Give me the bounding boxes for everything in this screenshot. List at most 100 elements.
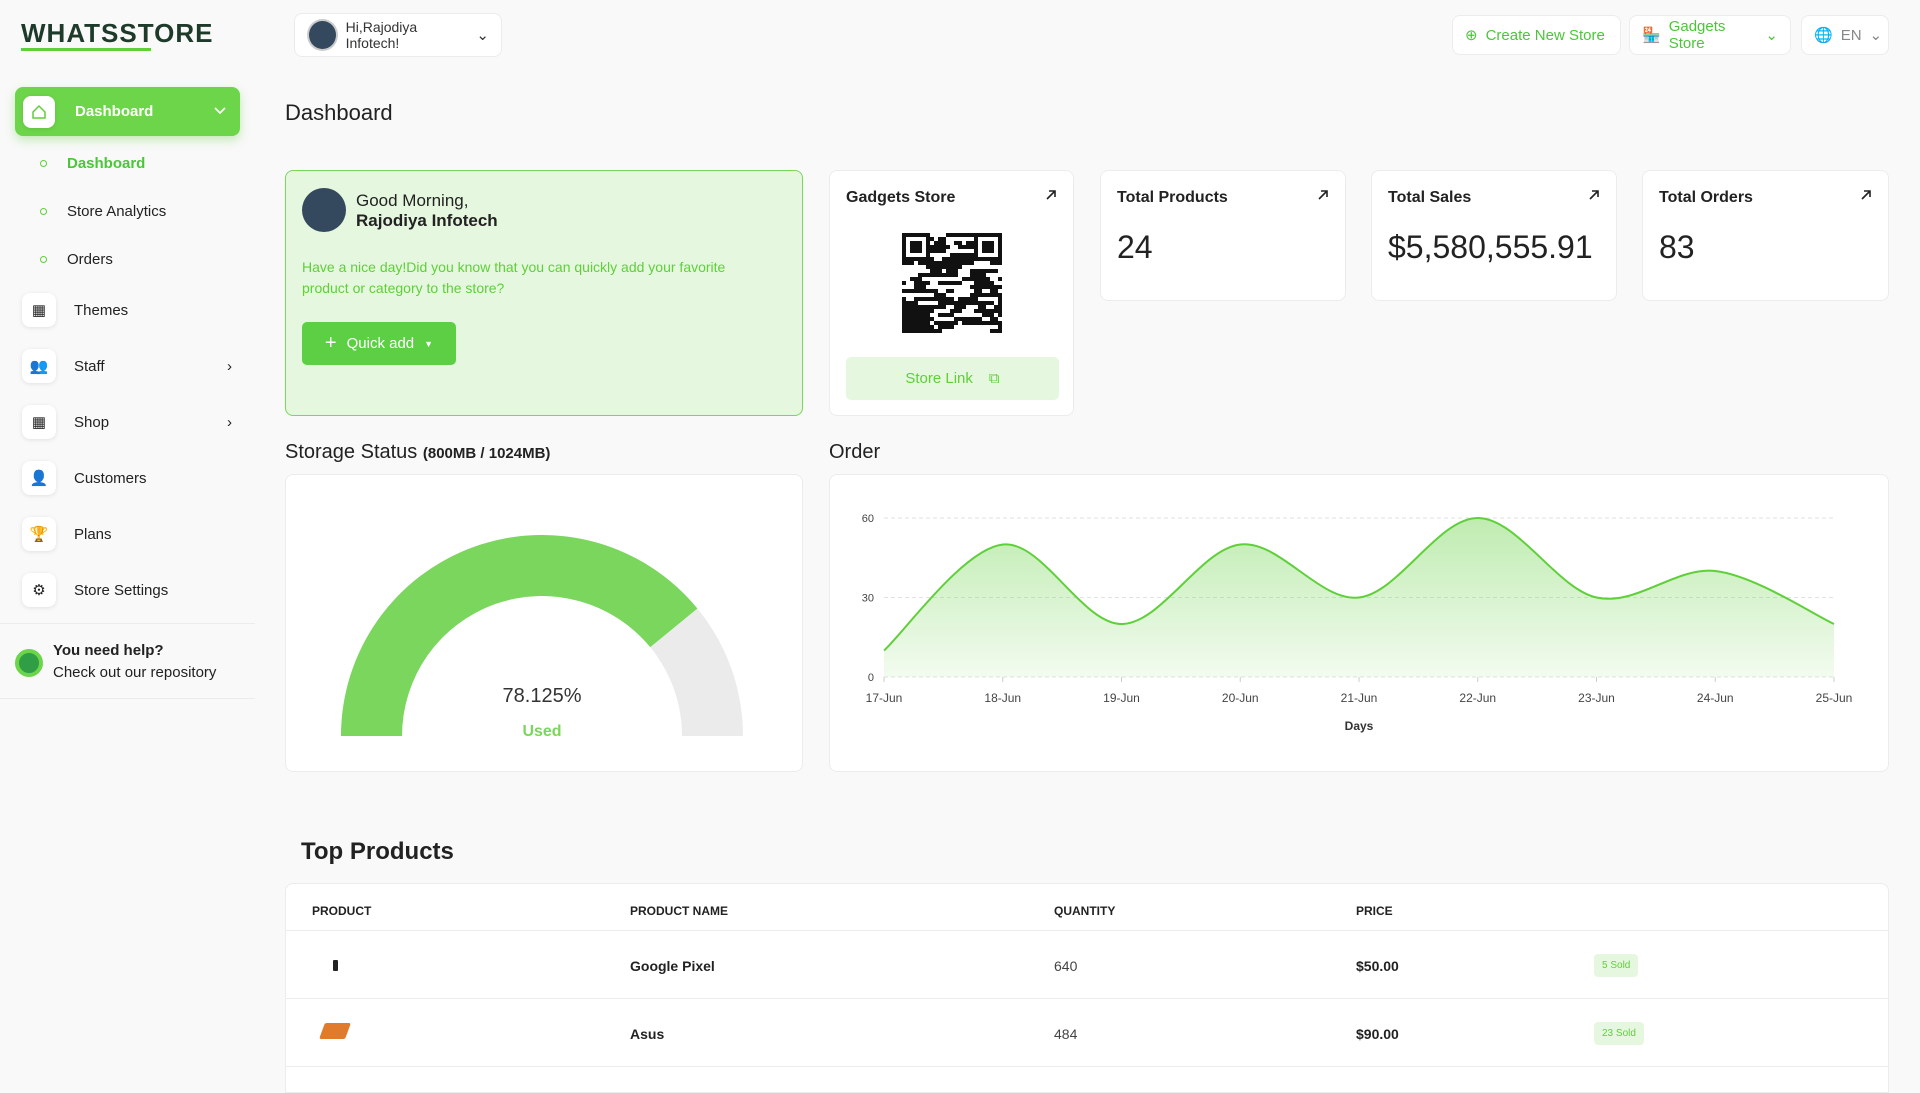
select-label: EN <box>1840 26 1862 44</box>
nav-dashboard[interactable]: Dashboard <box>15 87 240 136</box>
column-header: PRODUCT <box>312 904 372 918</box>
store-card: Gadgets Store Store Link ⧉ <box>829 170 1074 416</box>
caret: ▼ <box>424 338 434 349</box>
x-tick-label: 17-Jun <box>866 691 903 705</box>
quantity: 640 <box>1054 958 1078 974</box>
y-tick-label: 60 <box>862 513 874 525</box>
chevron: ⌄ <box>476 27 489 44</box>
avatar <box>302 188 346 232</box>
chevron: › <box>227 357 232 375</box>
stat-label: Total Products <box>1117 189 1228 206</box>
user-menu[interactable]: Hi,Rajodiya Infotech! ⌄ <box>294 13 502 57</box>
plus-icon: ⊕ <box>1465 27 1478 44</box>
product-image <box>333 960 338 971</box>
sub-label: Store Analytics <box>67 203 167 220</box>
row-divider <box>286 1066 1888 1067</box>
help-title: You need help? <box>53 642 164 659</box>
button-label: Quick add <box>346 335 415 352</box>
stat-value: 24 <box>1117 229 1153 265</box>
chart-card: 0 30 60 17-Jun 18-Jun 19-Jun 20-Jun 21-Jun 22-Ju… <box>829 474 1889 772</box>
chevron <box>214 107 226 115</box>
logo-underline <box>21 48 151 51</box>
create-store-button[interactable]: ⊕ Create New Store <box>1452 15 1621 55</box>
chevron: › <box>227 413 232 431</box>
page-title: Dashboard <box>285 100 393 125</box>
sub-nav[interactable]: Dashboard <box>40 155 145 172</box>
open-icon[interactable] <box>1317 189 1329 201</box>
quantity: 484 <box>1054 1026 1078 1042</box>
x-tick-label: 24-Jun <box>1697 691 1734 705</box>
products-table: PRODUCT PRODUCT NAME QUANTITY PRICE Goog… <box>285 883 1889 1093</box>
nav-item[interactable]: 👥 Staff › <box>22 349 232 383</box>
stat-card: Total Products 24 <box>1100 170 1346 301</box>
home-icon <box>32 104 46 119</box>
copy-icon: ⧉ <box>988 370 1000 387</box>
dot <box>40 256 47 263</box>
nav-icon: ⚙ <box>22 573 56 607</box>
sub-nav[interactable]: Orders <box>40 251 113 268</box>
x-axis-title: Days <box>1345 719 1374 733</box>
gauge-label: 78.125% <box>503 685 582 707</box>
chevron: ⌄ <box>1765 27 1778 44</box>
card-title: Gadgets Store <box>846 189 956 206</box>
globe-icon: 🌐 <box>1814 27 1833 44</box>
product-name: Asus <box>630 1026 665 1042</box>
store-select[interactable]: 🏪 Gadgets Store ⌄ <box>1629 15 1791 55</box>
gauge: 78.125% Used <box>341 535 743 740</box>
area-line <box>883 516 1835 652</box>
divider <box>0 698 255 699</box>
qr-code <box>902 233 1002 333</box>
nav-icon: ▦ <box>22 405 56 439</box>
column-header: PRODUCT NAME <box>630 904 728 918</box>
welcome-card: Good Morning, Rajodiya Infotech Have a n… <box>285 170 803 416</box>
nav-item[interactable]: ⚙ Store Settings <box>22 573 232 607</box>
storage-subtitle: (800MB / 1024MB) <box>422 445 551 462</box>
help-icon <box>15 649 43 677</box>
sub-label: Dashboard <box>67 155 146 172</box>
nav-icon: 👤 <box>22 461 56 495</box>
nav-item[interactable]: 👤 Customers <box>22 461 232 495</box>
nav-label: Themes <box>74 301 129 319</box>
button-label: Store Link <box>905 370 973 387</box>
stat-label: Total Orders <box>1659 189 1753 206</box>
x-tick-label: 22-Jun <box>1459 691 1496 705</box>
nav-item[interactable]: ▦ Shop › <box>22 405 232 439</box>
product-image <box>319 1023 351 1039</box>
avatar <box>307 19 338 51</box>
storage-card: 78.125% Used <box>285 474 803 772</box>
chevron: ⌄ <box>1869 27 1883 44</box>
y-tick-label: 0 <box>868 672 874 684</box>
button-label: Create New Store <box>1485 26 1605 44</box>
open-icon[interactable] <box>1588 189 1600 201</box>
x-tick-label: 21-Jun <box>1341 691 1378 705</box>
nav-label: Shop <box>74 413 110 431</box>
section-title: Order <box>829 441 881 463</box>
price: $90.00 <box>1356 1026 1399 1042</box>
row-divider <box>286 998 1888 999</box>
plus-icon: + <box>324 332 337 354</box>
nav-icon <box>23 95 55 128</box>
divider <box>0 623 255 624</box>
x-tick-label: 18-Jun <box>984 691 1021 705</box>
nav-icon: ▦ <box>22 293 56 327</box>
greeting: Hi,Rajodiya Infotech! <box>345 19 418 51</box>
nav-item[interactable]: 🏆 Plans <box>22 517 232 551</box>
quick-add-button[interactable]: + Quick add ▼ <box>302 322 456 365</box>
stat-card: Total Orders 83 <box>1642 170 1889 301</box>
nav-label: Customers <box>74 469 147 487</box>
x-tick-label: 20-Jun <box>1222 691 1259 705</box>
dot <box>40 160 47 167</box>
dot <box>40 208 47 215</box>
table-title: Top Products <box>301 838 454 865</box>
nav-item[interactable]: ▦ Themes <box>22 293 232 327</box>
sub-nav[interactable]: Store Analytics <box>40 203 166 220</box>
nav-label: Dashboard <box>75 103 154 120</box>
sold-badge: 5 Sold <box>1594 954 1639 977</box>
open-icon[interactable] <box>1860 189 1872 201</box>
section-title: Storage Status (800MB / 1024MB) <box>285 441 550 464</box>
store-link-button[interactable]: Store Link ⧉ <box>846 357 1059 400</box>
language-select[interactable]: 🌐 EN ⌄ <box>1801 15 1889 55</box>
open-icon[interactable] <box>1045 189 1057 201</box>
stat-value: $5,580,555.91 <box>1388 229 1593 265</box>
